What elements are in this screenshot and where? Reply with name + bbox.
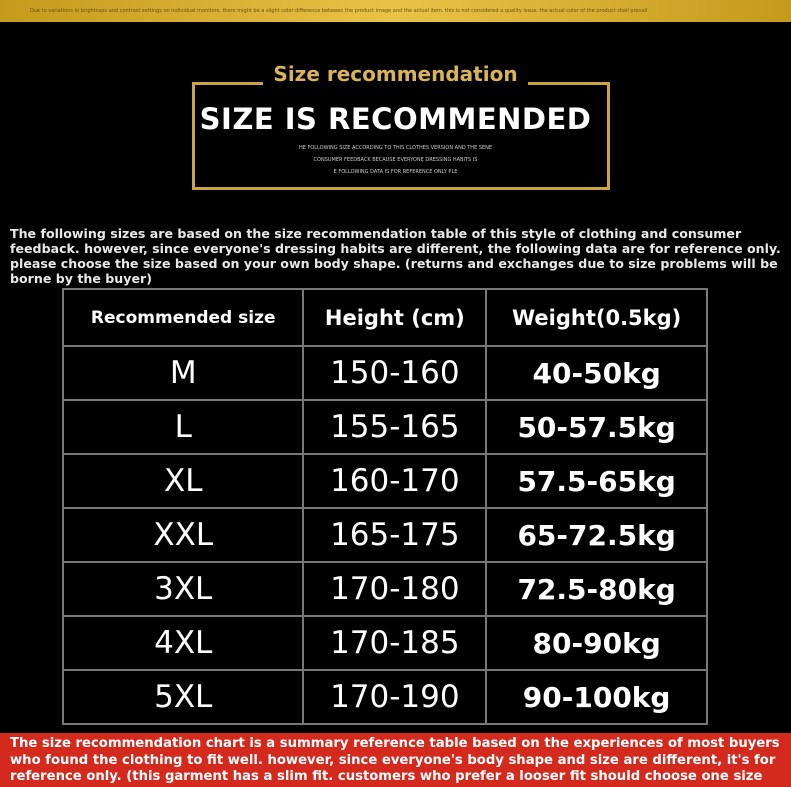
table-row: XXL 165-175 65-72.5kg xyxy=(61,507,708,563)
table-cell: 160-170 xyxy=(302,453,488,509)
table-row: XL 160-170 57.5-65kg xyxy=(61,453,708,509)
small-line: CONSUMER FEEDBACK BECAUSE EVERYONE DRESS… xyxy=(313,157,478,163)
table-cell: 3XL xyxy=(61,561,305,617)
small-line: E FOLLOWING DATA IS FOR REFERENCE ONLY P… xyxy=(333,169,458,175)
notice: Due to variations in brightness and cont… xyxy=(0,0,791,22)
table-cell: XXL xyxy=(61,507,305,563)
table-cell: 4XL xyxy=(61,615,305,671)
intro: The following sizes are based on the siz… xyxy=(10,226,781,286)
table-cell: 57.5-65kg xyxy=(485,453,708,509)
header-title: SIZE IS RECOMMENDED xyxy=(199,102,592,136)
header-label-wrap: Size recommendation xyxy=(0,62,791,86)
table-row: 4XL 170-185 80-90kg xyxy=(61,615,708,671)
table-cell: 165-175 xyxy=(302,507,488,563)
column-header: Weight(0.5kg) xyxy=(485,288,708,347)
header-row: Recommended size Height (cm) Weight(0.5kg) xyxy=(61,288,708,347)
table-row: L 155-165 50-57.5kg xyxy=(61,399,708,455)
table-cell: 90-100kg xyxy=(485,669,708,725)
table-row: M 150-160 40-50kg xyxy=(61,345,708,401)
table-cell: 40-50kg xyxy=(485,345,708,401)
table-cell: M xyxy=(61,345,305,401)
column-header: Recommended size xyxy=(61,288,305,347)
table-cell: 155-165 xyxy=(302,399,488,455)
table-cell: 170-190 xyxy=(302,669,488,725)
table-cell: 72.5-80kg xyxy=(485,561,708,617)
column-header: Height (cm) xyxy=(302,288,488,347)
table-row: 3XL 170-180 72.5-80kg xyxy=(61,561,708,617)
table-cell: 5XL xyxy=(61,669,305,725)
table-cell: 65-72.5kg xyxy=(485,507,708,563)
table-cell: XL xyxy=(61,453,305,509)
table-cell: 80-90kg xyxy=(485,615,708,671)
table-body: M 150-160 40-50kg L 155-165 50-57.5kg XL 160-17… xyxy=(61,345,708,725)
small-line: HE FOLLOWING SIZE ACCORDING TO THIS CLOT… xyxy=(298,145,493,151)
table-cell: L xyxy=(61,399,305,455)
header-label: Size recommendation xyxy=(263,62,528,86)
table-cell: 150-160 xyxy=(302,345,488,401)
table-row: 5XL 170-190 90-100kg xyxy=(61,669,708,725)
table-cell: 170-185 xyxy=(302,615,488,671)
table-cell: 170-180 xyxy=(302,561,488,617)
table-cell: 50-57.5kg xyxy=(485,399,708,455)
footer: The size recommendation chart is a summa… xyxy=(0,733,791,787)
size-table: Recommended size Height (cm) Weight(0.5kg)… xyxy=(61,288,708,725)
